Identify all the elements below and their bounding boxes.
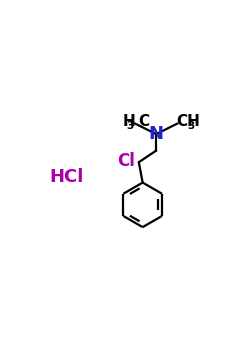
Text: CH: CH [176, 114, 201, 130]
Text: 3: 3 [187, 121, 194, 131]
Text: Cl: Cl [117, 152, 135, 170]
Text: C: C [138, 114, 149, 130]
Text: HCl: HCl [49, 168, 83, 186]
Text: N: N [149, 125, 164, 143]
Text: 3: 3 [127, 121, 134, 131]
Text: H: H [122, 114, 135, 130]
